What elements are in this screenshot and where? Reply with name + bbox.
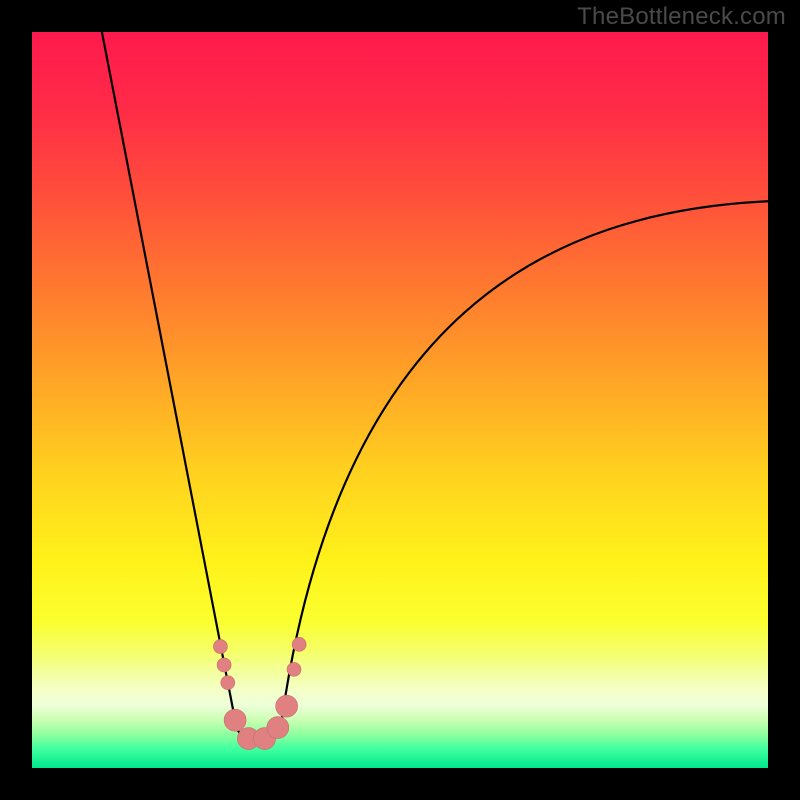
marker-point	[276, 695, 298, 717]
watermark-text: TheBottleneck.com	[577, 3, 786, 31]
marker-point	[213, 640, 227, 654]
marker-point	[217, 658, 231, 672]
plot-svg	[0, 0, 800, 800]
marker-point	[267, 717, 289, 739]
marker-point	[221, 676, 235, 690]
marker-point	[292, 637, 306, 651]
marker-point	[224, 709, 246, 731]
marker-point	[287, 662, 301, 676]
bottleneck-curve	[102, 32, 768, 742]
